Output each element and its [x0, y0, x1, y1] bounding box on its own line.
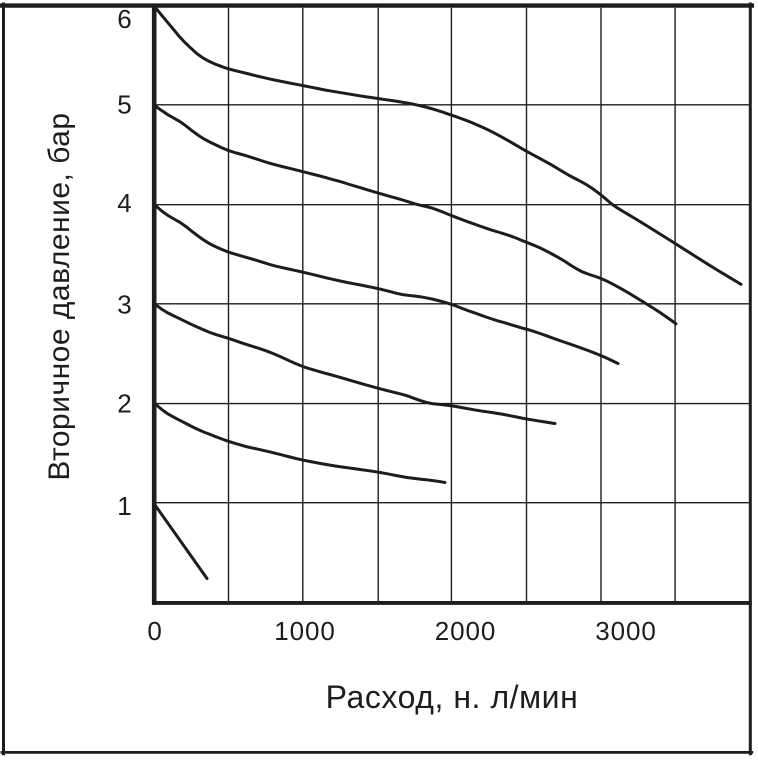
svg-text:0: 0 [147, 616, 162, 646]
svg-text:Вторичное давление, бар: Вторичное давление, бар [43, 112, 76, 480]
svg-text:2: 2 [117, 389, 131, 419]
svg-text:3000: 3000 [595, 616, 656, 646]
svg-text:1: 1 [117, 491, 131, 521]
svg-text:4: 4 [117, 188, 131, 218]
svg-text:5: 5 [117, 90, 131, 120]
svg-text:Расход, н. л/мин: Расход, н. л/мин [326, 679, 579, 715]
svg-text:6: 6 [117, 4, 131, 34]
svg-text:3: 3 [117, 290, 131, 320]
svg-text:1000: 1000 [274, 616, 335, 646]
svg-text:2000: 2000 [435, 616, 496, 646]
